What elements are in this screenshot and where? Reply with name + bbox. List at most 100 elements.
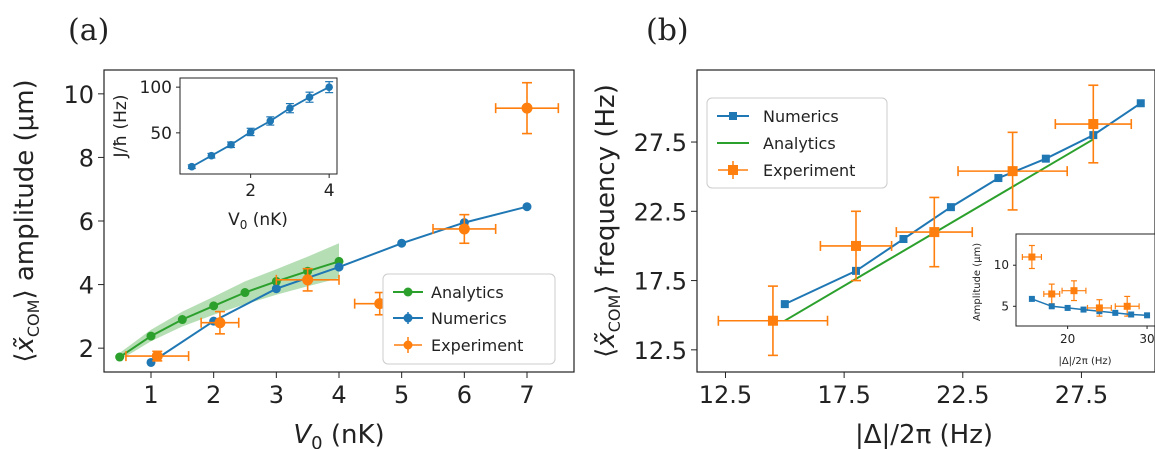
inset-b-xlabel: |Δ|/2π (Hz) [1058,356,1111,367]
inset-b-num-point-5 [1112,309,1119,316]
panel-label-a: (a) [68,13,109,48]
inset-b-num-point-3 [1080,306,1087,313]
numerics-a-point-6 [522,202,532,212]
a-xtick-label-5: 6 [457,381,472,409]
inset-b-plot: 20 30 5 10 [994,244,1155,346]
legend-a-entry-analytics: Analytics [393,283,504,302]
xlabel-b: |Δ|/2π (Hz) [855,420,993,449]
inset-b-exp-point-0 [1028,253,1036,261]
legend-a-entry-experiment: Experiment [394,336,523,355]
a-ytick-label-2: 6 [79,208,94,236]
inset-b-ylabel: Amplitude (μm) [972,243,983,321]
inset-b-num-point-2 [1064,304,1071,311]
numerics-b-point-0 [780,300,789,309]
a-ytick-label-1: 4 [79,272,94,300]
inset-a-point-6 [305,93,314,101]
legend-b-box [706,97,888,189]
a-xtick-label-1: 2 [206,381,221,409]
numerics-b-point-4 [994,174,1003,183]
experiment-b-point-0 [767,315,778,326]
legend-b: Numerics Analytics Experiment [706,97,888,189]
experiment-a-point-1 [214,317,226,329]
axes-frame-b [696,69,1155,373]
analytics-a-point-0 [115,352,125,362]
a-xtick-label-4: 5 [394,381,409,409]
inset-a-point-3 [246,128,255,136]
b-xtick-label-2: 22.5 [936,381,989,409]
legend-a-marker-experiment [403,340,413,350]
analytics-a-point-4 [240,288,250,298]
legend-a: Analytics Numerics Experiment [382,273,556,365]
inset-a-point-4 [266,117,275,125]
inset-b-exp-point-4 [1123,302,1131,310]
xlabel-a: V0 (nK) [293,420,384,449]
panel-label-b: (b) [646,13,689,48]
legend-a-box [382,273,556,365]
b-xtick-label-1: 17.5 [817,381,870,409]
a-xtick-label-3: 4 [331,381,346,409]
a-inset-ytick-label-0: 50 [150,124,172,144]
numerics-b-point-5 [1041,154,1050,163]
experiment-b-point-1 [850,240,861,251]
a-ytick-label-0: 2 [79,335,94,363]
inset-a-point-1 [207,151,216,160]
inset-b-frame [1015,233,1155,327]
legend-a-label-numerics: Numerics [431,309,507,328]
numerics-a-point-2 [271,284,281,294]
analytics-line-a [119,260,340,358]
a-ytick-label-3: 8 [79,144,94,172]
numerics-b-point-2 [899,235,908,244]
legend-b-entry-analytics: Analytics [717,134,836,153]
experiment-a-point-4 [458,223,470,235]
experiment-a-point-3 [374,298,386,310]
inset-b-exp-point-3 [1095,304,1103,312]
experiment-b-point-2 [929,227,940,238]
b-xtick-label-0: 12.5 [699,381,752,409]
legend-b-label-numerics: Numerics [763,107,839,126]
analytics-band-a [119,243,339,361]
a-xtick-label-2: 3 [269,381,284,409]
experiment-a-point-0 [151,350,163,362]
a-xtick-label-0: 1 [143,381,158,409]
b-ytick-label-2: 22.5 [634,198,687,226]
a-inset-xtick-label-1: 4 [324,181,335,201]
b-ytick-label-0: 12.5 [634,337,687,365]
legend-a-marker-numerics [403,313,413,323]
inset-a-point-7 [325,83,333,91]
analytics-a-point-2 [177,315,187,325]
legend-b-label-analytics: Analytics [763,134,836,153]
inset-a-ylabel: J/ħ (Hz) [111,95,131,159]
plot-area-a: 1 2 3 4 5 6 7 2 4 6 8 10 [63,81,560,409]
a-ytick-label-4: 10 [63,81,94,109]
inset-b-num-point-0 [1028,295,1035,302]
analytics-a-point-1 [146,331,156,341]
numerics-b-point-7 [1136,99,1145,108]
inset-b-exp-point-2 [1070,287,1078,295]
b-inset-xtick-label-0: 20 [1060,332,1075,346]
plot-area-b: 12.5 17.5 22.5 27.5 12.5 17.5 22.5 27.5 [634,84,1145,409]
b-inset-xtick-label-1: 30 [1139,332,1154,346]
legend-b-entry-numerics: Numerics [717,107,839,126]
a-xtick-label-6: 7 [519,381,534,409]
legend-b-marker-experiment [728,165,738,175]
experiment-b-point-4 [1088,119,1099,130]
legend-a-marker-analytics [403,287,413,297]
numerics-b-point-3 [946,203,955,212]
a-inset-ytick-label-1: 100 [140,78,172,98]
a-inset-xtick-label-0: 2 [245,181,256,201]
b-xtick-label-3: 27.5 [1055,381,1108,409]
inset-b-num-point-1 [1048,303,1055,310]
inset-a-xlabel: V0 (nK) [228,210,288,232]
legend-a-entry-numerics: Numerics [393,309,507,328]
b-ytick-label-1: 17.5 [634,268,687,296]
inset-b-exp-point-1 [1048,290,1056,298]
b-inset-ytick-label-1: 10 [994,258,1009,272]
inset-a-frame [179,77,338,175]
analytics-a-point-3 [209,301,219,311]
experiment-b-point-3 [1007,166,1018,177]
legend-b-marker-numerics [729,112,737,120]
inset-a-point-5 [286,104,294,112]
numerics-a-point-4 [397,238,407,248]
b-ytick-label-3: 27.5 [634,129,687,157]
